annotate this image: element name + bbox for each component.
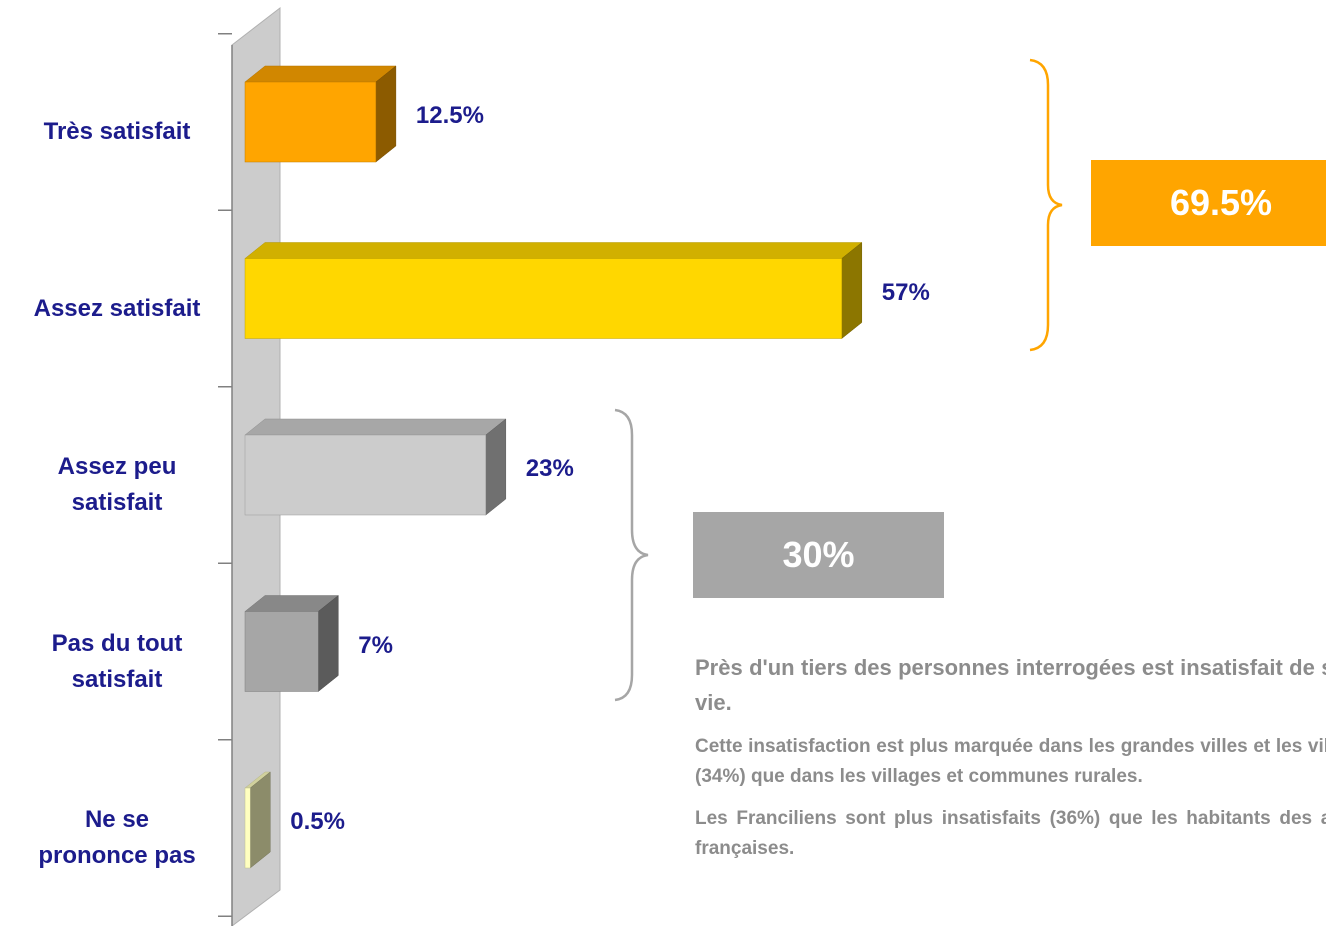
value-label: 23%: [525, 455, 574, 482]
bar-side: [318, 594, 339, 693]
bar-top: [244, 242, 863, 259]
value-label: 12.5%: [415, 102, 484, 129]
group-total: 30%: [693, 512, 944, 598]
value-label: 7%: [358, 631, 393, 659]
bar-side: [485, 418, 507, 516]
bar: [244, 434, 487, 516]
bar-side: [249, 771, 271, 869]
notes: Près d'un tiers des personnes interrogée…: [695, 650, 1326, 876]
note: Cette insatisfaction est plus marquée da…: [695, 736, 1326, 787]
bar: [244, 611, 319, 692]
category-label: Pas du tout satisfait: [51, 629, 183, 693]
bar-side: [375, 65, 397, 163]
bar: [244, 81, 377, 163]
category-label: Ne se prononce pas: [38, 806, 196, 869]
bar-top: [244, 65, 397, 83]
brace: [614, 408, 649, 702]
category-label: Très satisfait: [43, 118, 191, 145]
value-label: 57%: [881, 278, 930, 306]
bar: [244, 787, 251, 869]
bar: [244, 258, 843, 339]
note: Près d'un tiers des personnes interrogée…: [695, 655, 1326, 715]
bar-side: [841, 241, 863, 340]
category-label: Assez satisfait: [33, 294, 201, 322]
group-total: 69.5%: [1091, 160, 1326, 246]
note: Les Franciliens sont plus insatisfaits (…: [695, 808, 1326, 859]
value-label: 0.5%: [290, 808, 345, 835]
category-label: Assez peu satisfait: [57, 453, 177, 516]
brace: [1029, 58, 1063, 352]
bar-top: [244, 418, 507, 436]
